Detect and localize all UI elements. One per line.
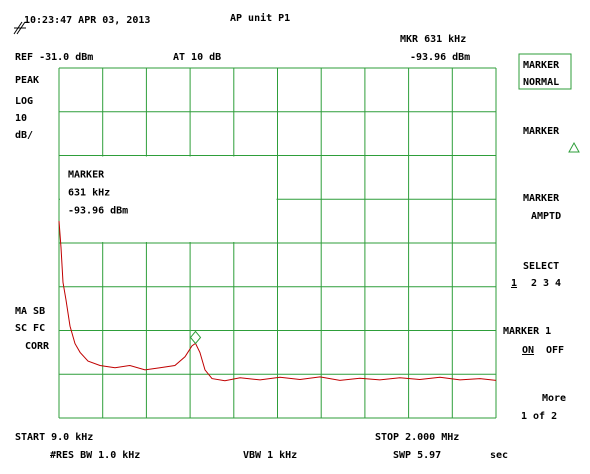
title: AP unit P1 xyxy=(230,12,290,24)
trace xyxy=(58,221,497,382)
attenuation: AT 10 dB xyxy=(173,52,221,63)
marker-option[interactable]: ON xyxy=(522,345,534,356)
select-option[interactable]: 2 xyxy=(531,278,537,289)
ref-level: REF -31.0 dBm xyxy=(15,52,93,63)
softkey[interactable]: 1 of 2 xyxy=(521,411,557,422)
softkey[interactable]: More xyxy=(542,393,566,404)
marker-box xyxy=(60,156,277,242)
delta-icon xyxy=(568,141,580,153)
left-label: 10 xyxy=(15,113,27,124)
softkey[interactable]: MARKER xyxy=(523,193,560,204)
marker-level: -93.96 dBm xyxy=(410,52,470,63)
sweep-unit: sec xyxy=(490,450,508,461)
select-option[interactable]: 4 xyxy=(555,278,561,289)
start-freq: START 9.0 kHz xyxy=(15,432,93,443)
plot: MARKER 631 kHz -93.96 dBm xyxy=(58,67,497,419)
marker-option[interactable]: OFF xyxy=(546,345,564,356)
vbw: VBW 1 kHz xyxy=(243,450,297,461)
left-label: PEAK xyxy=(15,75,39,86)
marker-readout: MKR 631 kHz xyxy=(400,34,466,45)
sweep: SWP 5.97 xyxy=(393,450,441,461)
select-option[interactable]: 3 xyxy=(543,278,549,289)
marker-box-text: -93.96 dBm xyxy=(68,206,128,217)
softkey[interactable]: NORMAL xyxy=(523,77,559,88)
marker-diamond xyxy=(189,330,202,345)
left-label: CORR xyxy=(25,341,50,352)
timestamp: 10:23:47 APR 03, 2013 xyxy=(24,15,150,26)
left-label: dB/ xyxy=(15,130,33,141)
stop-freq: STOP 2.000 MHz xyxy=(375,432,459,443)
left-label: MA SB xyxy=(15,306,45,317)
logo xyxy=(13,21,26,35)
softkey[interactable]: MARKER xyxy=(523,126,560,137)
softkey[interactable]: AMPTD xyxy=(531,211,561,222)
softkey[interactable]: MARKER 1 xyxy=(503,326,551,337)
softkey-box xyxy=(518,53,572,90)
softkey[interactable]: SELECT xyxy=(523,261,559,272)
softkey[interactable]: MARKER xyxy=(523,60,560,71)
left-label: LOG xyxy=(15,96,33,107)
marker-box-text: MARKER xyxy=(68,170,105,181)
select-option[interactable]: 1 xyxy=(511,278,517,289)
left-label: SC FC xyxy=(15,323,45,334)
marker-box-text: 631 kHz xyxy=(68,188,110,199)
rbw: #RES BW 1.0 kHz xyxy=(50,450,140,461)
